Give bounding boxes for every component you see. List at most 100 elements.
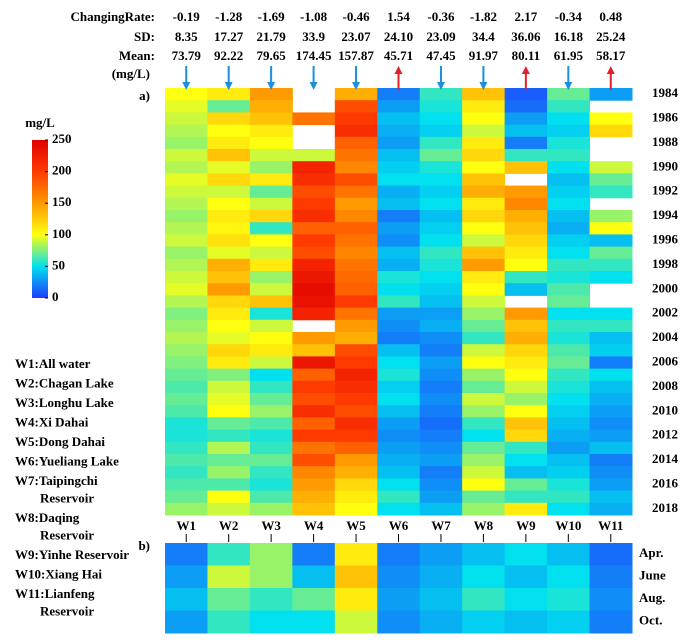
- heatmap-cell: [334, 124, 378, 138]
- row-label: 1984: [652, 85, 679, 100]
- heatmap-cell: [207, 173, 251, 187]
- heatmap-cell: [462, 246, 506, 260]
- heatmap-cell: [165, 173, 208, 187]
- heatmap-cell: [334, 271, 378, 284]
- heatmap-cell: [165, 258, 208, 272]
- heatmap-cell: [249, 185, 293, 199]
- stat-value: 157.87: [338, 48, 374, 63]
- heatmap-cell: [419, 197, 463, 211]
- heatmap-cell: [165, 149, 208, 162]
- heatmap-cell: [547, 417, 591, 431]
- heatmap-cell: [165, 356, 208, 370]
- heatmap-cell: [207, 332, 251, 345]
- heatmap-cell: [377, 185, 421, 199]
- heatmap-cell: [462, 185, 506, 199]
- column-label: W10: [555, 518, 581, 533]
- heatmap-cell: [334, 197, 378, 211]
- column-label: W11: [598, 518, 623, 533]
- heatmap-cell: [589, 405, 633, 418]
- stat-value: 16.18: [554, 29, 584, 44]
- heatmap-cell: [249, 161, 293, 174]
- heatmap-cell: [292, 454, 336, 467]
- heatmap-cell: [334, 565, 378, 589]
- heatmap-cell: [334, 88, 378, 101]
- heatmap-cell: [462, 124, 506, 138]
- heatmap-cell: [292, 197, 336, 211]
- heatmap-cell: [547, 319, 591, 333]
- heatmap-cell: [462, 222, 506, 235]
- heatmap-cell: [547, 405, 591, 418]
- heatmap-cell: [462, 234, 506, 248]
- stat-value: 23.07: [341, 29, 371, 44]
- heatmap-cell: [462, 332, 506, 345]
- heatmap-cell: [589, 588, 633, 611]
- heatmap-cell: [589, 344, 633, 357]
- stat-value: 17.27: [214, 29, 244, 44]
- heatmap-cell: [504, 490, 548, 504]
- heatmap-cell: [334, 478, 378, 492]
- row-label: 1990: [652, 158, 678, 173]
- heatmap-cell: [589, 478, 633, 492]
- heatmap-cell: [292, 368, 336, 382]
- stat-value: -1.28: [215, 9, 243, 24]
- trend-arrow-head: [521, 66, 530, 74]
- heatmap-cell: [589, 210, 633, 223]
- heatmap-cell: [504, 149, 548, 162]
- trend-arrow-head: [352, 82, 361, 90]
- heatmap-cell: [462, 356, 506, 370]
- stat-value: 23.09: [426, 29, 456, 44]
- heatmap-cell: [547, 454, 591, 467]
- heatmap-cell: [589, 258, 633, 272]
- heatmap-cell: [249, 295, 293, 309]
- heatmap-cell: [249, 246, 293, 260]
- row-label: 1998: [652, 256, 679, 271]
- heatmap-cell: [207, 441, 251, 455]
- heatmap-cell: [165, 588, 208, 611]
- heatmap-cell: [377, 258, 421, 272]
- stat-value: 79.65: [257, 48, 287, 63]
- trend-arrow-head: [224, 82, 233, 90]
- heatmap-cell: [207, 246, 251, 260]
- row-label: 1996: [652, 231, 679, 246]
- heatmap-cell: [462, 393, 506, 406]
- heatmap-cell: [419, 368, 463, 382]
- heatmap-cell: [377, 610, 421, 634]
- heatmap-cell: [207, 319, 251, 333]
- heatmap-cell: [377, 124, 421, 138]
- heatmap-cell: [377, 136, 421, 150]
- heatmap-cell: [249, 307, 293, 321]
- heatmap-cell: [419, 271, 463, 284]
- heatmap-cell: [165, 610, 208, 634]
- heatmap-cell: [165, 161, 208, 174]
- stat-value: -1.69: [258, 9, 286, 24]
- heatmap-cell: [334, 234, 378, 248]
- heatmap-cell: [334, 161, 378, 174]
- heatmap-cell: [334, 441, 378, 455]
- heatmap-cell: [547, 565, 591, 589]
- heatmap-cell: [249, 234, 293, 248]
- heatmap-cell: [462, 197, 506, 211]
- heatmap-cell: [292, 441, 336, 455]
- heatmap-cell: [377, 307, 421, 321]
- heatmap-cell: [419, 393, 463, 406]
- heatmap-cell: [292, 380, 336, 394]
- heatmap-cell: [419, 210, 463, 223]
- heatmap-cell: [547, 222, 591, 235]
- heatmap-cell: [462, 136, 506, 150]
- legend-entry: W7:Taipingchi: [15, 473, 98, 488]
- heatmap-cell: [504, 393, 548, 406]
- heatmap-cell: [419, 610, 463, 634]
- heatmap-cell: [547, 429, 591, 443]
- heatmap-cell: [462, 173, 506, 187]
- heatmap-cell: [377, 173, 421, 187]
- heatmap-cell: [547, 344, 591, 357]
- heatmap-cell: [462, 441, 506, 455]
- heatmap-cell: [207, 149, 251, 162]
- heatmap-cell: [249, 319, 293, 333]
- row-label: 2010: [652, 402, 678, 417]
- heatmap-cell: [207, 197, 251, 211]
- heatmap-cell: [207, 588, 251, 611]
- heatmap-cell: [419, 565, 463, 589]
- heatmap-cell: [377, 466, 421, 479]
- stat-value: 80.11: [512, 48, 541, 63]
